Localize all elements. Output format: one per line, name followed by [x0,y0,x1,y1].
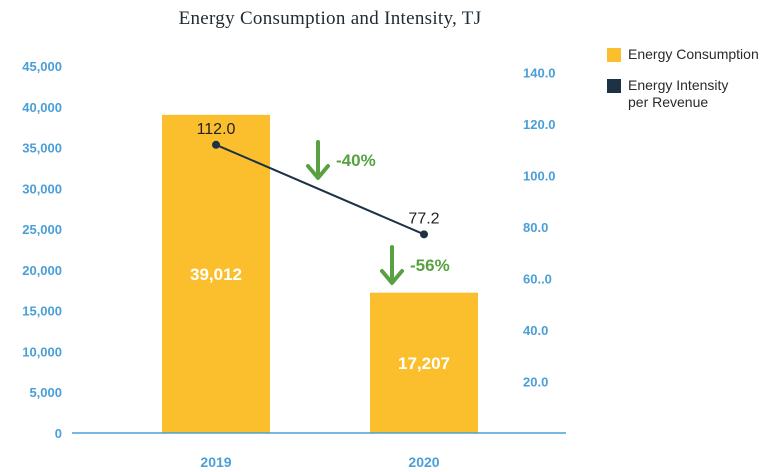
intensity-point-label: 77.2 [408,210,439,227]
right-tick-label: 140.0 [523,66,556,81]
left-tick-label: 20,000 [22,263,62,278]
left-tick-label: 5,000 [29,385,62,400]
legend-item-consumption: Energy Consumption [607,46,759,63]
down-arrow-head-icon [380,269,404,285]
change-percent-label: -56% [410,256,450,275]
bar-2019 [162,114,270,434]
right-tick-label: 40.0 [523,323,548,338]
down-arrow-head-icon [306,164,330,180]
right-tick-label: 120.0 [523,117,556,132]
bar-value-label: 17,207 [398,354,450,373]
left-tick-label: 40,000 [22,100,62,115]
right-tick-label: 20.0 [523,375,548,390]
intensity-point-label: 112.0 [197,121,236,138]
left-tick-label: 15,000 [22,304,62,319]
left-axis-ticks: 0 5,000 10,000 15,000 20,000 25,000 30,000 35,0… [22,59,62,441]
x-tick-label: 2019 [200,454,231,470]
legend-swatch-intensity [607,79,621,93]
change-annotations: -40% -56% [306,140,450,285]
right-tick-label: 100.0 [523,169,556,184]
chart-title: Energy Consumption and Intensity, TJ [178,8,482,29]
legend-label-intensity: Energy Intensity per Revenue [628,77,729,110]
intensity-point [212,140,220,149]
left-tick-label: 25,000 [22,222,62,237]
left-tick-label: 35,000 [22,141,62,156]
left-tick-label: 10,000 [22,344,62,359]
x-tick-label: 2020 [408,454,439,470]
bar-2020 [370,292,478,433]
right-tick-label: 80.0 [523,220,548,235]
left-tick-label: 30,000 [22,181,62,196]
legend-swatch-consumption [607,48,621,62]
bar-value-label: 39,012 [190,265,242,284]
left-tick-label: 45,000 [22,59,62,74]
change-percent-label: -40% [336,151,376,170]
intensity-point [420,230,428,239]
bars: 39,012 17,207 [162,114,478,434]
x-axis-ticks: 2019 2020 [200,454,439,470]
legend-label-consumption: Energy Consumption [628,46,759,62]
right-axis-ticks: 20.0 40.0 60..0 80.0 100.0 120.0 140.0 [523,66,556,390]
intensity-line: 112.0 77.2 [197,121,440,239]
intensity-line-path [215,143,425,236]
left-tick-label: 0 [55,426,62,441]
legend: Energy Consumption Energy Intensity per … [607,46,759,125]
right-tick-label: 60..0 [523,272,552,287]
legend-item-intensity: Energy Intensity per Revenue [607,77,759,111]
